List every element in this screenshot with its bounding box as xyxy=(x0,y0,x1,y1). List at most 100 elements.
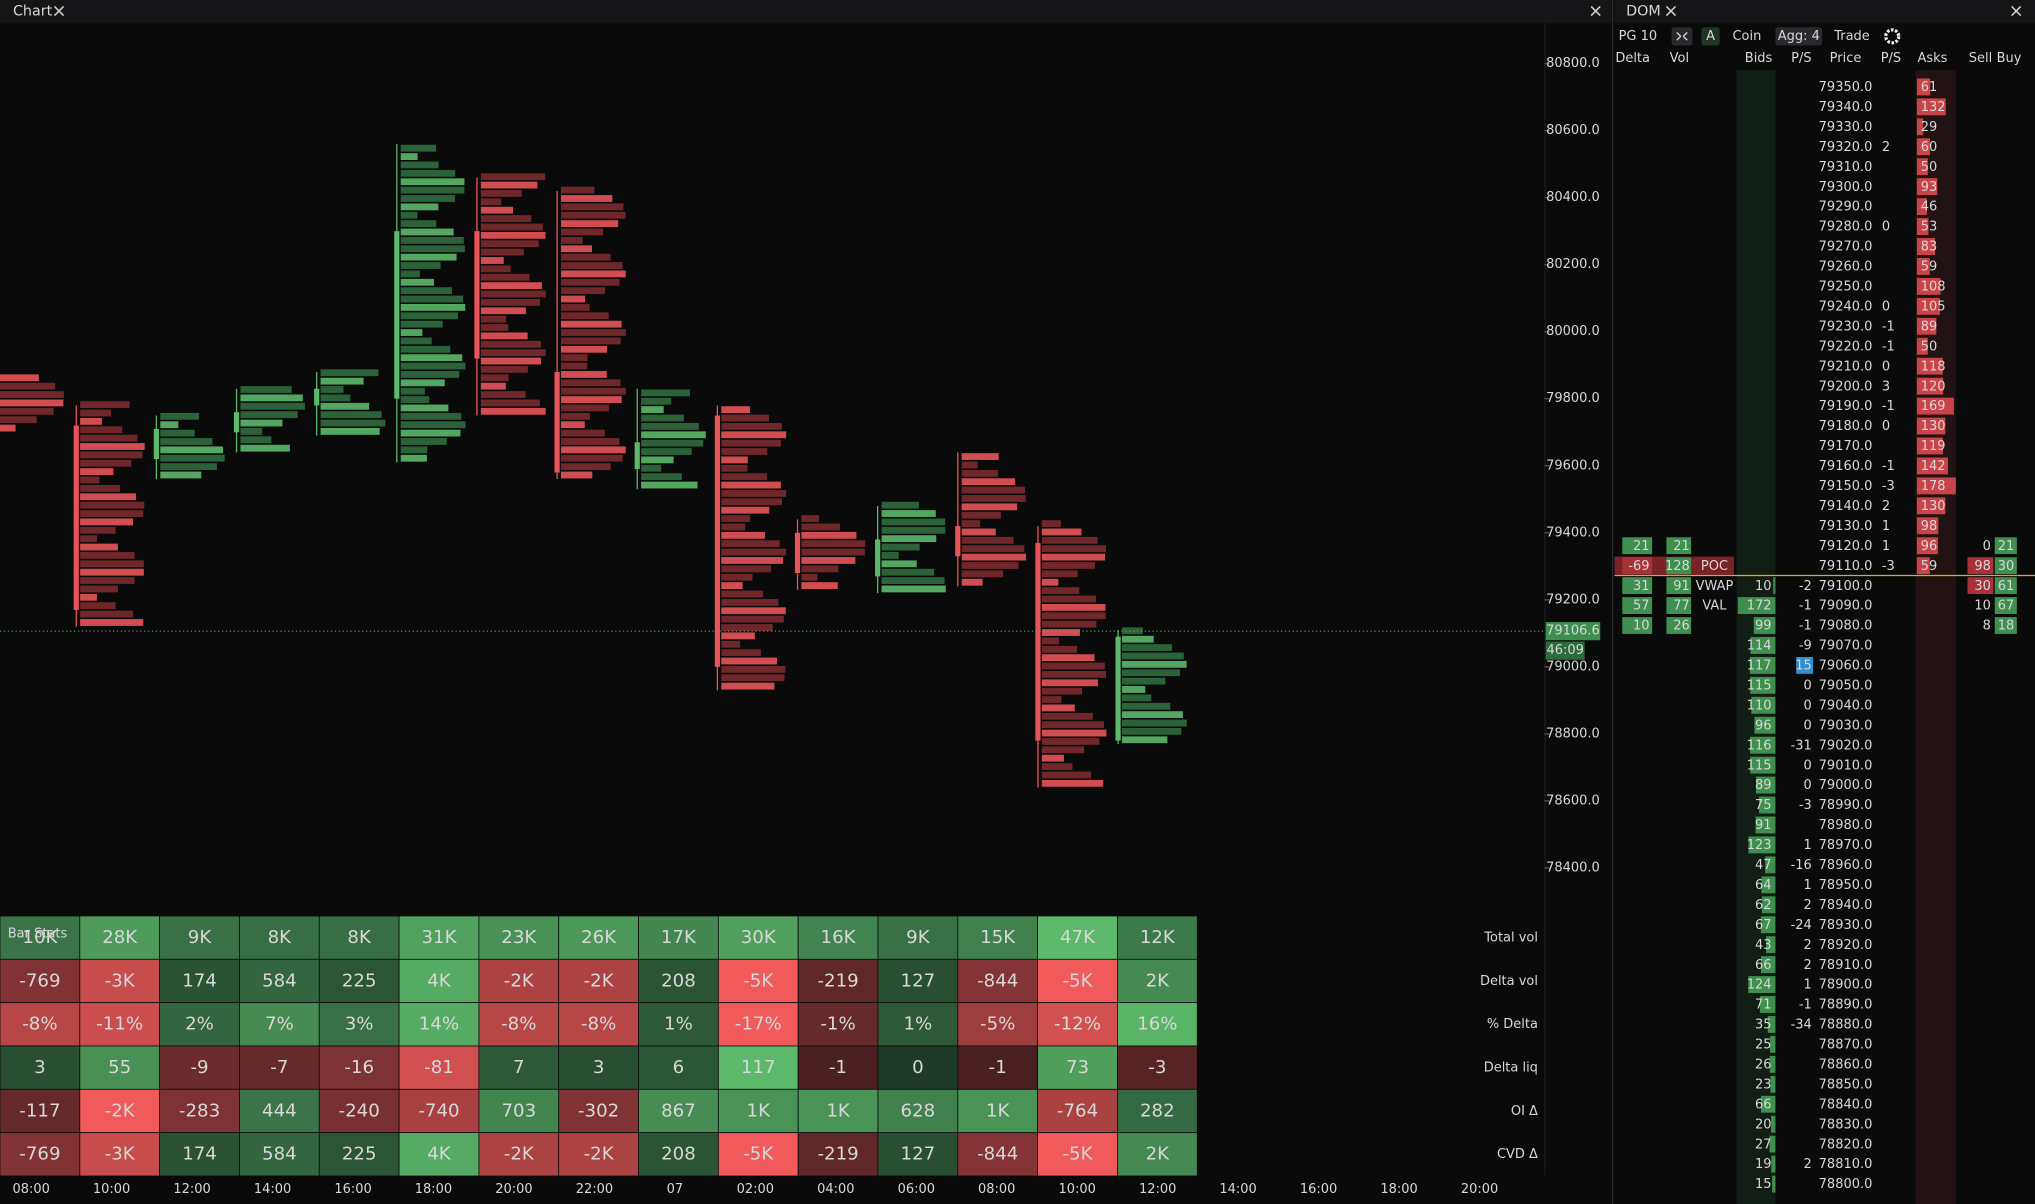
ps-highlight xyxy=(1796,656,1814,674)
close-chart-panel[interactable] xyxy=(1590,5,1601,17)
footprint-bar xyxy=(560,454,623,462)
footprint-bar xyxy=(400,329,423,336)
close-dom-tab[interactable] xyxy=(1665,5,1677,17)
footprint-bar xyxy=(80,459,132,467)
footprint-bar xyxy=(400,404,449,412)
bid: 117 xyxy=(1747,659,1772,674)
toolbar-item: Trade xyxy=(1833,29,1870,44)
collapse-button[interactable] xyxy=(1671,27,1693,46)
stat-value: 26K xyxy=(581,927,617,948)
delta-bg xyxy=(1622,557,1653,575)
footprint-bar xyxy=(560,195,613,202)
ask: 59 xyxy=(1921,260,1938,275)
dom-tab[interactable]: DOM xyxy=(1626,4,1661,20)
price: 78930.0 xyxy=(1819,918,1873,933)
bid: 75 xyxy=(1755,798,1772,813)
stat-cell xyxy=(558,958,639,1004)
footprint-bar xyxy=(881,585,946,593)
ask-bar xyxy=(1916,437,1943,455)
last-price-box xyxy=(1545,622,1601,641)
bid-bar xyxy=(1750,637,1776,654)
close-dom-panel[interactable] xyxy=(2011,5,2022,17)
stat-cell xyxy=(638,1002,719,1047)
footprint-bar xyxy=(721,598,779,606)
bid-ps: -9 xyxy=(1799,639,1812,654)
price: 78960.0 xyxy=(1819,858,1873,873)
footprint-bar xyxy=(80,493,137,501)
stat-value: -17% xyxy=(735,1014,782,1035)
footprint-bar xyxy=(721,557,783,564)
footprint-bar xyxy=(480,248,524,256)
footprint-bar xyxy=(721,473,768,481)
bid-bar xyxy=(1759,996,1776,1013)
candle-body xyxy=(314,388,320,406)
stat-value: 117 xyxy=(741,1057,776,1078)
close-chart-tab[interactable] xyxy=(53,5,65,17)
footprint-bar xyxy=(1121,702,1171,710)
footprint-bar xyxy=(80,468,114,476)
footprint-bar xyxy=(721,582,743,590)
footprint-bar xyxy=(0,382,56,390)
ask-ps: -3 xyxy=(1882,479,1895,494)
delta: 10 xyxy=(1633,619,1650,634)
level-tag: POC xyxy=(1701,559,1728,574)
settings-icon[interactable] xyxy=(1884,28,1901,45)
stat-value: -3K xyxy=(105,970,136,991)
footprint-bar xyxy=(400,161,439,169)
footprint-bar xyxy=(1041,612,1106,620)
price: 79060.0 xyxy=(1819,659,1873,674)
footprint-bar xyxy=(1041,595,1097,603)
price: 79050.0 xyxy=(1819,679,1873,694)
candle-body xyxy=(634,442,640,470)
footprint-bar xyxy=(1041,671,1107,678)
stat-value: -1 xyxy=(829,1057,847,1078)
footprint-bar xyxy=(80,510,144,517)
bid: 35 xyxy=(1755,1018,1772,1033)
footprint-bar xyxy=(801,548,865,556)
stat-cell xyxy=(1117,958,1198,1004)
bid: 123 xyxy=(1747,838,1772,853)
footprint-bar xyxy=(80,535,97,543)
footprint-bar xyxy=(400,412,462,420)
stat-cell xyxy=(638,1132,719,1177)
bid-ps: 0 xyxy=(1804,679,1812,694)
stat-value: 174 xyxy=(182,970,217,991)
chart-tab[interactable]: Chart xyxy=(13,4,53,20)
agg-button[interactable] xyxy=(1775,27,1823,46)
ask-bar xyxy=(1916,457,1948,475)
footprint-bar xyxy=(721,523,746,531)
footprint-bar xyxy=(400,312,458,320)
stat-cell xyxy=(1037,958,1118,1004)
bid: 91 xyxy=(1755,818,1772,833)
ask-ps: 2 xyxy=(1882,499,1890,514)
footprint-bar xyxy=(1041,603,1106,611)
footprint-bar xyxy=(721,439,781,447)
stat-label: Delta liq xyxy=(1484,1061,1538,1076)
y-tick-label: 79200.0 xyxy=(1546,592,1600,607)
ask-ps: -1 xyxy=(1882,319,1895,334)
footprint-bar xyxy=(641,397,672,405)
price: 79300.0 xyxy=(1819,180,1873,195)
stat-value: 225 xyxy=(342,1144,377,1165)
ask-bar xyxy=(1916,118,1924,136)
footprint-bar xyxy=(1041,746,1085,754)
delta: 31 xyxy=(1633,579,1650,594)
footprint-bar xyxy=(560,463,611,471)
stat-value: -2K xyxy=(504,1144,535,1165)
stat-value: -7 xyxy=(270,1057,288,1078)
stat-value: -11% xyxy=(96,1014,143,1035)
x-tick-label: 20:00 xyxy=(495,1182,532,1197)
ask-bar xyxy=(1916,198,1927,216)
footprint-bar xyxy=(240,394,303,402)
stat-cell xyxy=(398,958,480,1004)
price: 79130.0 xyxy=(1819,519,1873,534)
stat-cell xyxy=(1117,1002,1198,1047)
stat-value: 1K xyxy=(826,1100,851,1121)
footprint-bar xyxy=(320,394,351,402)
footprint-bar xyxy=(801,573,818,581)
footprint-bar xyxy=(0,391,64,398)
footprint-bar xyxy=(881,560,917,568)
stat-value: -5K xyxy=(1063,1144,1094,1165)
y-tick-label: 78600.0 xyxy=(1546,793,1600,808)
auto-button[interactable] xyxy=(1701,27,1720,46)
